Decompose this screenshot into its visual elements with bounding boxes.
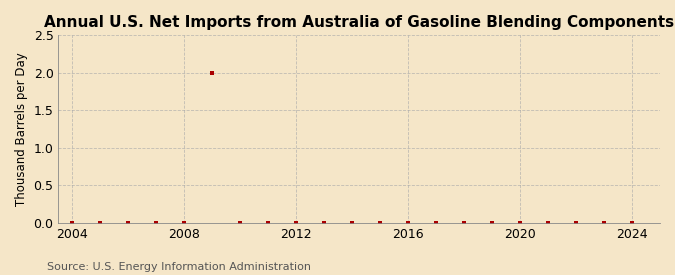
Text: Source: U.S. Energy Information Administration: Source: U.S. Energy Information Administ…	[47, 262, 311, 272]
Title: Annual U.S. Net Imports from Australia of Gasoline Blending Components: Annual U.S. Net Imports from Australia o…	[44, 15, 674, 30]
Y-axis label: Thousand Barrels per Day: Thousand Barrels per Day	[15, 52, 28, 206]
